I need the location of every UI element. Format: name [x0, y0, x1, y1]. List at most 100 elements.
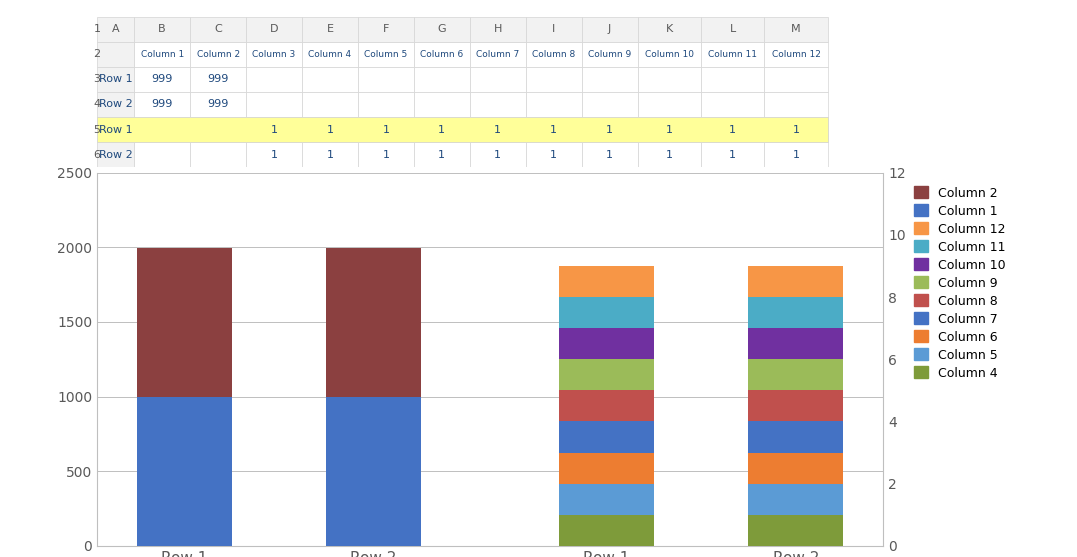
Text: 1: 1 — [382, 150, 390, 159]
Bar — [559, 266, 654, 297]
Bar — [137, 397, 232, 546]
Text: Column 5: Column 5 — [364, 50, 407, 59]
Text: 999: 999 — [152, 100, 173, 109]
Bar — [701, 67, 765, 92]
Bar — [135, 142, 191, 167]
Text: L: L — [729, 25, 736, 34]
Bar — [559, 297, 654, 328]
Text: 2: 2 — [94, 50, 100, 59]
Bar — [526, 67, 582, 92]
Text: Column 11: Column 11 — [708, 50, 757, 59]
Bar — [749, 483, 843, 515]
Bar — [137, 248, 232, 397]
Bar — [526, 42, 582, 67]
Bar — [526, 142, 582, 167]
Text: 1: 1 — [326, 125, 334, 134]
Bar — [749, 390, 843, 422]
Bar — [559, 390, 654, 422]
Text: 1: 1 — [666, 150, 673, 159]
Bar — [470, 142, 526, 167]
Text: G: G — [437, 25, 446, 34]
Text: Row 2: Row 2 — [99, 100, 132, 109]
Bar — [414, 67, 470, 92]
Text: Row 1: Row 1 — [99, 125, 132, 134]
Bar — [582, 117, 638, 142]
Text: 1: 1 — [382, 125, 390, 134]
Text: Column 1: Column 1 — [140, 50, 184, 59]
Bar — [582, 142, 638, 167]
Text: 1: 1 — [793, 150, 799, 159]
Bar — [97, 142, 135, 167]
Text: Row 1: Row 1 — [99, 75, 132, 84]
Text: 3: 3 — [94, 75, 100, 84]
Bar — [191, 92, 246, 117]
Text: 1: 1 — [550, 125, 557, 134]
Bar — [559, 328, 654, 359]
Bar — [638, 67, 701, 92]
Text: 1: 1 — [494, 125, 501, 134]
Text: 5: 5 — [94, 125, 100, 134]
Text: E: E — [326, 25, 334, 34]
Bar — [414, 42, 470, 67]
Bar — [97, 92, 135, 117]
Text: A: A — [112, 25, 120, 34]
Bar — [749, 515, 843, 546]
Text: 1: 1 — [270, 125, 278, 134]
Bar — [765, 142, 827, 167]
Bar — [701, 142, 765, 167]
Bar — [97, 42, 135, 67]
Text: Column 6: Column 6 — [420, 50, 463, 59]
Text: 1: 1 — [438, 150, 445, 159]
Bar — [470, 42, 526, 67]
Text: Column 2: Column 2 — [196, 50, 240, 59]
Bar — [246, 17, 302, 42]
Bar — [701, 42, 765, 67]
Bar — [246, 92, 302, 117]
Text: 1: 1 — [666, 125, 673, 134]
Bar — [358, 92, 414, 117]
Bar — [638, 92, 701, 117]
Text: M: M — [792, 25, 801, 34]
Legend: Column 2, Column 1, Column 12, Column 11, Column 10, Column 9, Column 8, Column : Column 2, Column 1, Column 12, Column 11… — [914, 187, 1005, 380]
Text: H: H — [493, 25, 502, 34]
Bar — [135, 17, 191, 42]
Bar — [414, 142, 470, 167]
Bar — [302, 142, 358, 167]
Bar — [191, 42, 246, 67]
Bar — [358, 42, 414, 67]
Bar — [701, 92, 765, 117]
Text: Row 2: Row 2 — [99, 150, 132, 159]
Text: J: J — [607, 25, 611, 34]
Bar — [470, 92, 526, 117]
Text: 1: 1 — [729, 125, 736, 134]
Bar — [97, 67, 135, 92]
Bar — [326, 248, 421, 397]
Bar — [559, 483, 654, 515]
Bar — [765, 67, 827, 92]
Text: Column 8: Column 8 — [532, 50, 575, 59]
Bar — [191, 117, 246, 142]
Text: 1: 1 — [270, 150, 278, 159]
Bar — [191, 17, 246, 42]
Bar — [638, 142, 701, 167]
Text: 1: 1 — [550, 150, 557, 159]
Bar — [749, 266, 843, 297]
Text: Column 3: Column 3 — [252, 50, 296, 59]
Text: 1: 1 — [326, 150, 334, 159]
Bar — [749, 453, 843, 483]
Bar — [765, 17, 827, 42]
Bar — [97, 117, 827, 142]
Text: K: K — [666, 25, 673, 34]
Text: 1: 1 — [438, 125, 445, 134]
Text: I: I — [553, 25, 556, 34]
Bar — [97, 17, 135, 42]
Bar — [302, 117, 358, 142]
Bar — [470, 117, 526, 142]
Text: 1: 1 — [494, 150, 501, 159]
Bar — [135, 42, 191, 67]
Text: B: B — [158, 25, 166, 34]
Bar — [326, 397, 421, 546]
Bar — [246, 117, 302, 142]
Bar — [582, 67, 638, 92]
Bar — [470, 67, 526, 92]
